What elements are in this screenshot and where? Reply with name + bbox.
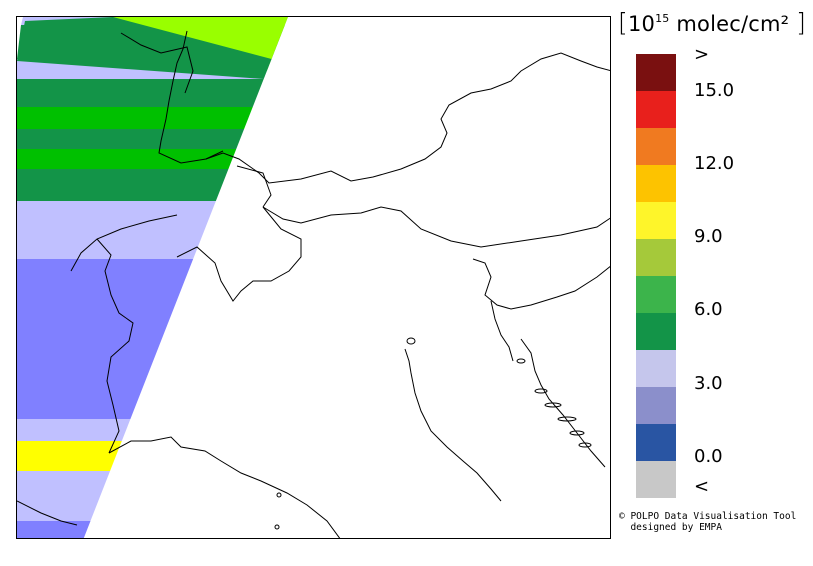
border-line xyxy=(108,436,341,538)
swath-band xyxy=(17,471,111,501)
country-borders xyxy=(17,30,610,538)
island-outline xyxy=(274,524,280,530)
swath-band xyxy=(17,419,131,441)
island-outline xyxy=(578,442,592,448)
legend-swatch xyxy=(636,350,676,387)
island-outline xyxy=(516,358,526,364)
border-line xyxy=(70,214,178,272)
legend-swatch xyxy=(636,54,676,91)
credit-line-1: © POLPO Data Visualisation Tool xyxy=(619,511,797,522)
border-line xyxy=(490,300,514,362)
legend-swatch xyxy=(636,313,676,350)
legend-swatch xyxy=(636,165,676,202)
swath-band xyxy=(17,129,245,149)
swath-band xyxy=(17,107,253,129)
swath-band xyxy=(17,441,122,471)
legend-swatch xyxy=(636,202,676,239)
island-outline xyxy=(534,388,548,394)
legend-label-6: 6.0 xyxy=(694,299,723,320)
unit-label: [1015 molec/cm² ] xyxy=(618,8,806,37)
swath-band xyxy=(17,79,264,107)
credit-line-2: designed by EMPA xyxy=(619,522,722,533)
border-line xyxy=(158,30,224,164)
satellite-swath xyxy=(17,17,288,538)
island-outline xyxy=(569,430,585,436)
island-outline xyxy=(557,416,577,422)
unit-close-bracket: ] xyxy=(796,8,807,37)
border-line xyxy=(96,238,134,454)
border-line xyxy=(236,165,272,208)
swath-band xyxy=(17,17,272,79)
swath-band xyxy=(17,201,216,223)
map-svg xyxy=(17,17,610,538)
border-line xyxy=(262,206,610,248)
unit-base: 10 xyxy=(627,12,656,36)
unit-open-bracket: [ xyxy=(618,8,628,37)
legend-swatch xyxy=(636,276,676,313)
border-line xyxy=(17,500,78,526)
legend-swatch xyxy=(636,128,676,165)
credit-text: © POLPO Data Visualisation Tool designed… xyxy=(619,511,796,533)
border-line xyxy=(472,258,610,310)
legend-swatch xyxy=(636,424,676,461)
legend-label-3: 3.0 xyxy=(694,373,723,394)
legend-label-under: < xyxy=(694,476,710,497)
swath-band xyxy=(17,149,237,169)
border-line xyxy=(404,348,502,502)
island-outline xyxy=(544,402,562,408)
swath-band xyxy=(17,169,229,201)
island-outline xyxy=(276,492,282,498)
swath-band xyxy=(17,259,194,419)
border-line xyxy=(520,338,606,468)
legend-swatch xyxy=(636,461,676,498)
unit-text: molec/cm² xyxy=(669,12,790,36)
legend-label-0: 0.0 xyxy=(694,446,723,467)
map-panel xyxy=(16,16,611,539)
border-line xyxy=(120,32,194,94)
legend-label-15: 15.0 xyxy=(694,80,735,101)
swath-band xyxy=(17,521,91,538)
legend-swatch xyxy=(636,91,676,128)
legend-swatch xyxy=(636,239,676,276)
island-outline xyxy=(406,337,416,345)
legend-label-over: > xyxy=(694,44,710,65)
swath-band xyxy=(17,223,208,259)
legend-label-12: 12.0 xyxy=(694,153,735,174)
border-line xyxy=(176,206,302,302)
legend-swatch xyxy=(636,387,676,424)
border-line xyxy=(205,52,610,184)
unit-exponent: 15 xyxy=(655,12,670,25)
legend-label-9: 9.0 xyxy=(694,226,723,247)
